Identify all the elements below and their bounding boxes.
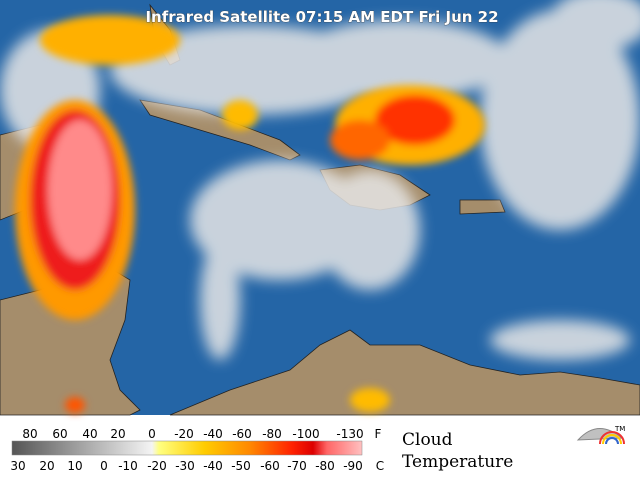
color-scale [11,440,363,456]
celsius-label: 10 [67,459,82,473]
fahrenheit-label: -40 [203,427,223,441]
logo-mark: TM [614,425,625,433]
fahrenheit-label: 20 [110,427,125,441]
fahrenheit-label: 60 [52,427,67,441]
celsius-label: 20 [39,459,54,473]
celsius-label: -80 [315,459,335,473]
fahrenheit-label: -80 [262,427,282,441]
fahrenheit-unit: F [375,427,382,441]
celsius-label: -70 [287,459,307,473]
fahrenheit-label: 80 [22,427,37,441]
celsius-label: -50 [231,459,251,473]
fahrenheit-label: 40 [82,427,97,441]
map-title: Infrared Satellite 07:15 AM EDT Fri Jun … [145,8,498,26]
celsius-label: -40 [203,459,223,473]
logo [599,431,625,445]
celsius-label: -90 [343,459,363,473]
fahrenheit-label: -130 [336,427,363,441]
fahrenheit-label: -20 [174,427,194,441]
satellite-map: Infrared Satellite 07:15 AM EDT Fri Jun … [0,0,640,416]
celsius-unit: C [376,459,384,473]
logo [605,437,619,445]
legend: Cloud Temperature TM [11,425,625,472]
fahrenheit-label: -60 [232,427,252,441]
celsius-label: 0 [100,459,108,473]
celsius-label: 30 [10,459,25,473]
celsius-label: -30 [175,459,195,473]
logo [602,434,622,445]
fahrenheit-label: 0 [148,427,156,441]
celsius-label: -60 [260,459,280,473]
legend-caption: Temperature [402,452,513,472]
celsius-label: -20 [147,459,167,473]
legend-caption: Cloud [402,430,453,450]
celsius-label: -10 [118,459,138,473]
fahrenheit-label: -100 [292,427,319,441]
